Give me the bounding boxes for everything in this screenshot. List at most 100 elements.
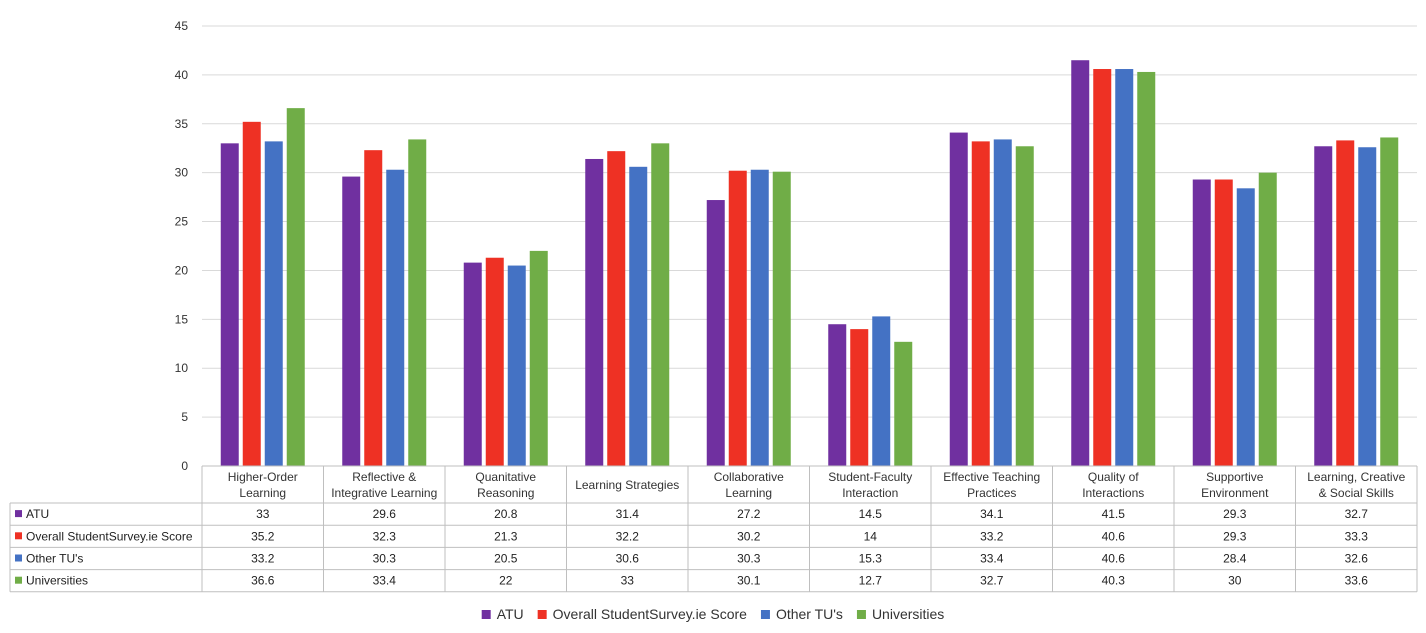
category-label: Student-Faculty Interaction [828, 470, 912, 500]
y-tick-label: 5 [181, 410, 188, 424]
bar [585, 158, 604, 466]
bar [872, 316, 891, 466]
y-tick-label: 0 [181, 459, 188, 473]
category-label: Supportive Environment [1201, 470, 1269, 500]
table-cell: 30 [1228, 574, 1242, 588]
bar [651, 143, 670, 467]
bar [1314, 146, 1333, 466]
bar [1093, 69, 1112, 467]
bar [485, 257, 504, 466]
legend-label: Overall StudentSurvey.ie Score [553, 606, 747, 622]
table-cell: 34.1 [980, 507, 1004, 521]
bar [1236, 188, 1255, 467]
bar [894, 341, 913, 466]
bar [408, 139, 427, 466]
table-cell: 32.7 [980, 574, 1004, 588]
y-tick-label: 25 [175, 215, 189, 229]
bar [220, 143, 239, 467]
y-tick-label: 45 [175, 19, 189, 33]
table-cell: 40.6 [1102, 529, 1126, 543]
table-cell: 33 [621, 574, 635, 588]
bar [828, 324, 847, 466]
row-label: ATU [26, 507, 49, 521]
table-cell: 30.2 [737, 529, 761, 543]
table-cell: 30.3 [373, 552, 397, 566]
legend-swatch [481, 610, 491, 619]
table-cell: 28.4 [1223, 552, 1247, 566]
table-cell: 29.3 [1223, 507, 1247, 521]
bar [629, 166, 648, 467]
y-tick-label: 20 [175, 263, 189, 277]
bar [850, 329, 869, 466]
table-cell: 35.2 [251, 529, 275, 543]
table-cell: 30.6 [616, 552, 640, 566]
table-cell: 27.2 [737, 507, 761, 521]
bar [242, 121, 261, 467]
table-cell: 40.6 [1102, 552, 1126, 566]
bar [1336, 140, 1355, 466]
table-cell: 20.8 [494, 507, 518, 521]
table-cell: 15.3 [859, 552, 883, 566]
table-cell: 41.5 [1102, 507, 1126, 521]
row-legend-key [15, 576, 22, 584]
bar [1071, 60, 1090, 466]
table-cell: 20.5 [494, 552, 518, 566]
legend-label: Universities [872, 606, 944, 622]
table-cell: 32.3 [373, 529, 397, 543]
bar [607, 151, 626, 466]
row-label: Universities [26, 574, 88, 588]
table-cell: 30.3 [737, 552, 761, 566]
category-label: Learning Strategies [575, 478, 679, 492]
table-cell: 33 [256, 507, 270, 521]
bar [1380, 137, 1399, 466]
bar [1015, 146, 1034, 466]
bar [1258, 172, 1277, 466]
y-tick-label: 35 [175, 117, 189, 131]
table-cell: 31.4 [616, 507, 640, 521]
bar [772, 171, 791, 466]
table-cell: 32.7 [1345, 507, 1369, 521]
table-cell: 36.6 [251, 574, 275, 588]
bar [993, 139, 1012, 466]
table-cell: 21.3 [494, 529, 518, 543]
table-cell: 33.4 [980, 552, 1004, 566]
bar [1115, 69, 1134, 467]
table-cell: 33.2 [251, 552, 275, 566]
bar [1137, 71, 1156, 466]
table-cell: 14.5 [859, 507, 883, 521]
bar [342, 176, 361, 467]
legend-swatch [537, 610, 547, 619]
category-label: Collaborative Learning [714, 470, 784, 500]
bar [706, 200, 725, 467]
y-tick-label: 15 [175, 312, 189, 326]
row-legend-key [15, 532, 22, 540]
bar [386, 169, 405, 466]
bars [220, 60, 1399, 467]
table-cell: 12.7 [859, 574, 883, 588]
category-label: Learning, Creative & Social Skills [1307, 470, 1405, 500]
legend-swatch [760, 610, 770, 619]
category-label: Higher-Order Learning [228, 470, 298, 500]
table-cell: 29.3 [1223, 529, 1247, 543]
table-cell: 33.4 [373, 574, 397, 588]
bar [1192, 179, 1211, 466]
row-legend-key [15, 554, 22, 562]
table-cell: 30.1 [737, 574, 761, 588]
bar [1214, 179, 1233, 466]
table-cell: 14 [864, 529, 878, 543]
y-tick-label: 40 [175, 68, 189, 82]
table-cell: 32.2 [616, 529, 640, 543]
category-label: Effective Teaching Practices [943, 470, 1040, 500]
legend-label: ATU [497, 606, 524, 622]
bar [750, 169, 769, 466]
bar [949, 132, 968, 467]
table-cell: 33.2 [980, 529, 1004, 543]
row-label: Overall StudentSurvey.ie Score [26, 529, 193, 543]
bar [971, 141, 990, 466]
table-cell: 40.3 [1102, 574, 1126, 588]
y-tick-label: 10 [175, 361, 189, 375]
table-cell: 32.6 [1345, 552, 1369, 566]
bar [364, 150, 383, 466]
table-cell: 33.6 [1345, 574, 1369, 588]
